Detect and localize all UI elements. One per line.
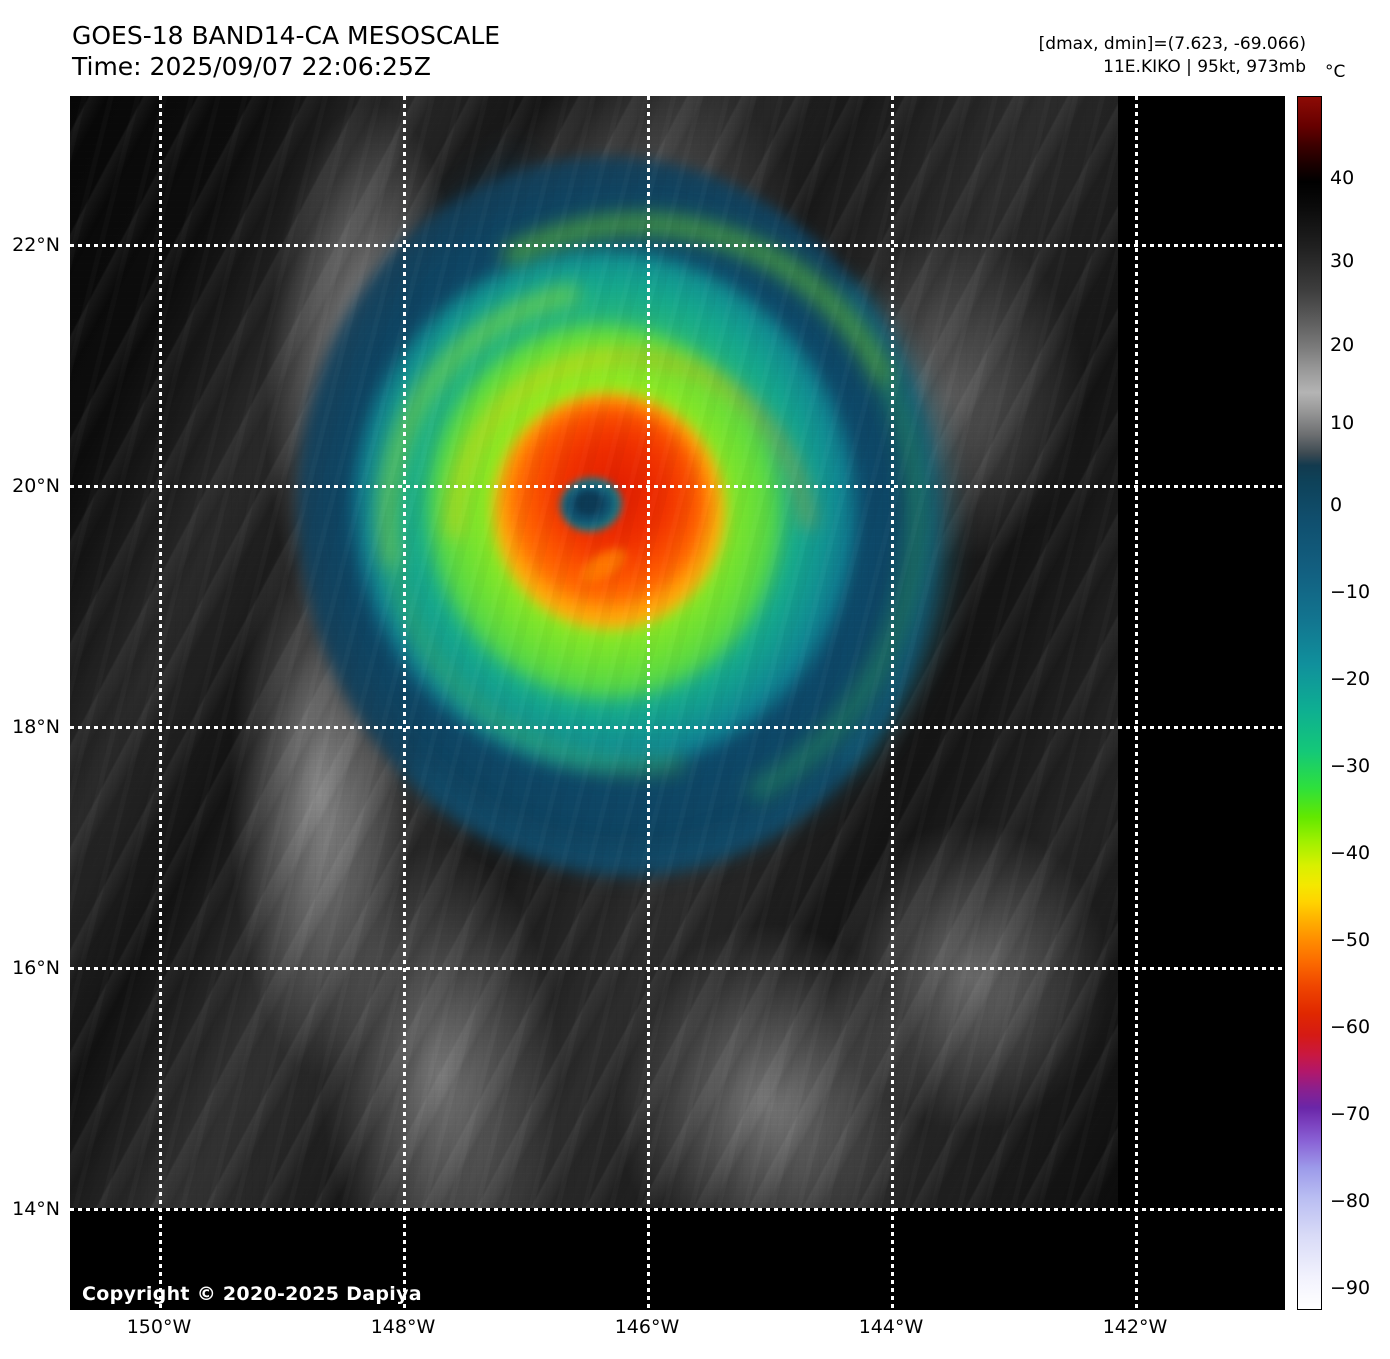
xtick-142w: 142°W [1102, 1316, 1168, 1338]
title-block: GOES-18 BAND14-CA MESOSCALE Time: 2025/0… [72, 20, 500, 82]
cbtick-30: 30 [1330, 250, 1355, 272]
gridline-lat-14 [70, 1208, 1285, 1211]
cbtick-m90: −90 [1330, 1277, 1371, 1299]
satellite-data-swath [70, 96, 1118, 1208]
map-clip [70, 96, 1285, 1310]
ytick-22n: 22°N [12, 234, 60, 256]
ytick-18n: 18°N [12, 716, 60, 738]
copyright-label: Copyright © 2020-2025 Dapiya [82, 1283, 422, 1305]
cloud-filaments [70, 96, 1118, 1208]
cbtick-10: 10 [1330, 412, 1355, 434]
cbtick-m40: −40 [1330, 842, 1371, 864]
colorbar-unit-label: °C [1325, 62, 1346, 82]
gridline-lon-142 [1135, 96, 1138, 1310]
cbtick-m20: −20 [1330, 668, 1371, 690]
satellite-map[interactable] [70, 96, 1285, 1310]
storm-info-label: 11E.KIKO | 95kt, 973mb [1103, 57, 1306, 77]
xtick-144w: 144°W [858, 1316, 924, 1338]
cbtick-0: 0 [1330, 494, 1343, 516]
ytick-16n: 16°N [12, 957, 60, 979]
cbtick-m10: −10 [1330, 581, 1371, 603]
dmax-dmin-label: [dmax, dmin]=(7.623, -69.066) [1038, 34, 1306, 54]
page-title: GOES-18 BAND14-CA MESOSCALE [72, 21, 501, 50]
pixel-grain-texture [70, 96, 1118, 1208]
swath-inner [70, 96, 1118, 1208]
cbtick-m80: −80 [1330, 1190, 1371, 1212]
metadata-block: [dmax, dmin]=(7.623, -69.066) 11E.KIKO |… [1039, 33, 1306, 79]
cbtick-m50: −50 [1330, 929, 1371, 951]
xtick-150w: 150°W [126, 1316, 192, 1338]
cbtick-m70: −70 [1330, 1103, 1371, 1125]
ytick-14n: 14°N [12, 1198, 60, 1220]
ytick-20n: 20°N [12, 475, 60, 497]
cbtick-40: 40 [1330, 167, 1355, 189]
temperature-colorbar[interactable] [1297, 96, 1322, 1310]
xtick-148w: 148°W [370, 1316, 436, 1338]
cbtick-m30: −30 [1330, 755, 1371, 777]
timestamp-label: Time: 2025/09/07 22:06:25Z [72, 52, 431, 81]
cbtick-m60: −60 [1330, 1016, 1371, 1038]
xtick-146w: 146°W [614, 1316, 680, 1338]
cbtick-20: 20 [1330, 334, 1355, 356]
